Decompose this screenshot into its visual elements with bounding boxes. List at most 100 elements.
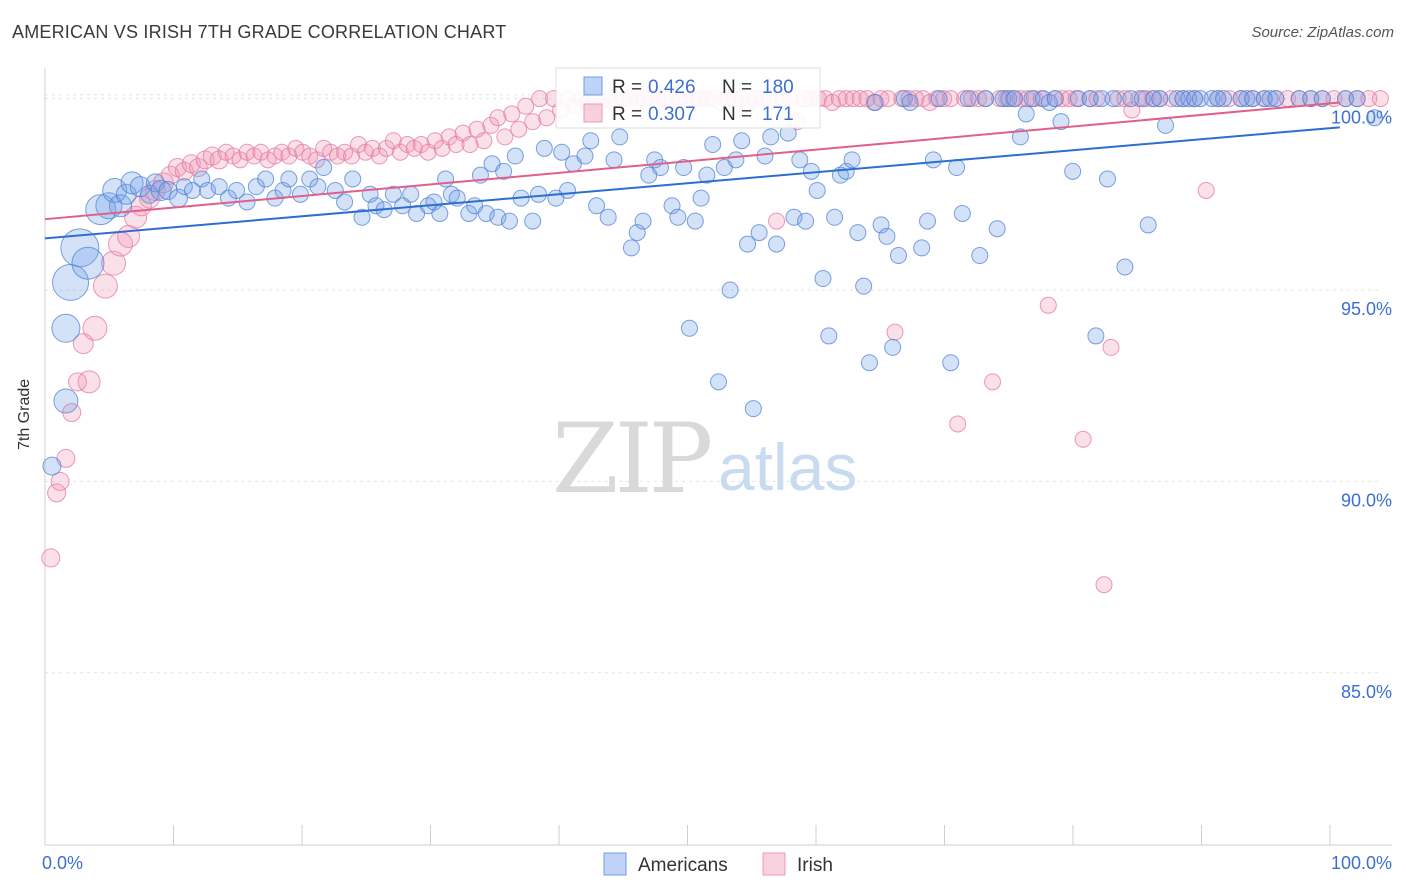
- american-point: [1261, 90, 1279, 108]
- american-point: [1064, 162, 1082, 180]
- american-point: [768, 235, 786, 253]
- american-point: [814, 270, 832, 288]
- american-point: [1099, 170, 1117, 188]
- american-point: [1023, 90, 1041, 108]
- american-point: [1366, 109, 1384, 127]
- legend-swatch-americans: [603, 852, 627, 876]
- american-point: [280, 170, 298, 188]
- american-point: [1157, 116, 1175, 134]
- american-point: [1151, 90, 1169, 108]
- irish-point: [935, 90, 953, 108]
- american-point: [535, 139, 553, 157]
- irish-point: [949, 415, 967, 433]
- stats-r-value: 0.307: [648, 104, 696, 125]
- american-point: [506, 147, 524, 165]
- american-point: [959, 90, 977, 108]
- irish-point: [1095, 576, 1113, 594]
- legend-label-americans: Americans: [638, 855, 728, 876]
- american-point: [530, 185, 548, 203]
- irish-point: [524, 113, 542, 131]
- american-point: [129, 176, 151, 198]
- american-point: [257, 170, 275, 188]
- irish-point: [837, 90, 855, 108]
- american-point: [988, 220, 1006, 238]
- american-point: [744, 400, 762, 418]
- watermark-zip: ZIP: [552, 403, 711, 515]
- y-tick-label: 95.0%: [1341, 299, 1392, 319]
- american-point: [704, 136, 722, 154]
- american-point: [634, 212, 652, 230]
- american-point: [686, 212, 704, 230]
- american-point: [750, 224, 768, 242]
- irish-point: [942, 90, 960, 108]
- irish-point: [768, 212, 786, 230]
- american-point: [175, 178, 193, 196]
- american-point: [721, 281, 739, 299]
- american-point: [336, 193, 354, 211]
- american-point: [1203, 90, 1221, 108]
- irish-point: [984, 373, 1002, 391]
- american-point: [53, 388, 79, 414]
- american-point: [495, 162, 513, 180]
- american-point: [866, 93, 884, 111]
- irish-point: [517, 97, 535, 115]
- irish-point: [1060, 90, 1078, 108]
- stats-n-label: N =: [722, 104, 752, 125]
- american-point: [1215, 90, 1233, 108]
- stats-n-label: N =: [722, 77, 752, 98]
- y-tick-label: 100.0%: [1331, 108, 1392, 128]
- irish-point: [92, 273, 118, 299]
- american-point: [971, 247, 989, 265]
- irish-point: [41, 548, 61, 568]
- american-point: [42, 456, 62, 476]
- american-point: [797, 212, 815, 230]
- american-point: [1348, 90, 1366, 108]
- american-point: [675, 159, 693, 177]
- american-point: [85, 194, 117, 226]
- irish-point: [886, 323, 904, 341]
- american-point: [1302, 90, 1320, 108]
- stats-legend-box: [555, 67, 821, 129]
- irish-point: [538, 109, 556, 127]
- american-point: [849, 224, 867, 242]
- irish-point: [496, 128, 514, 146]
- chart-title: AMERICAN VS IRISH 7TH GRADE CORRELATION …: [12, 22, 507, 42]
- american-point: [353, 208, 371, 226]
- irish-point: [510, 120, 528, 138]
- stats-n-value: 180: [762, 77, 794, 98]
- american-point: [1011, 128, 1029, 146]
- american-point: [1145, 90, 1163, 108]
- irish-point: [188, 158, 208, 178]
- stats-r-label: R =: [612, 77, 642, 98]
- american-point: [309, 178, 327, 196]
- american-point: [1209, 90, 1227, 108]
- irish-point: [1102, 338, 1120, 356]
- american-point: [680, 319, 698, 337]
- american-point: [582, 132, 600, 150]
- x-tick-label-min: 0.0%: [42, 853, 83, 873]
- american-point: [651, 159, 669, 177]
- american-point: [669, 208, 687, 226]
- american-point: [402, 185, 420, 203]
- american-point: [150, 179, 172, 201]
- irish-point: [503, 105, 521, 123]
- american-point: [315, 159, 333, 177]
- source-credit: Source: ZipAtlas.com: [1251, 24, 1394, 41]
- american-point: [1069, 90, 1087, 108]
- american-point: [1006, 90, 1024, 108]
- irish-trend-line: [44, 101, 1340, 221]
- american-point: [291, 185, 309, 203]
- y-tick-label: 90.0%: [1341, 490, 1392, 510]
- american-point: [698, 166, 716, 184]
- american-point: [1244, 90, 1262, 108]
- american-point: [622, 239, 640, 257]
- american-point: [994, 90, 1012, 108]
- american-point: [553, 143, 571, 161]
- american-point: [1267, 90, 1285, 108]
- american-point: [183, 181, 201, 199]
- american-point: [1180, 90, 1198, 108]
- american-point: [919, 212, 937, 230]
- american-point: [71, 246, 105, 280]
- american-point: [1313, 90, 1331, 108]
